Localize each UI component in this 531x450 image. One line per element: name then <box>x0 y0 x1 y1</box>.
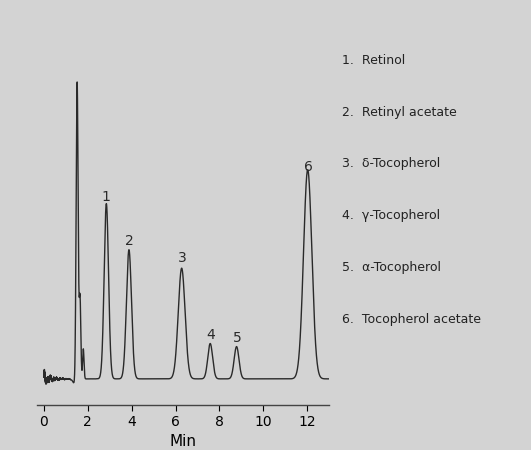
Text: 4.  γ-Tocopherol: 4. γ-Tocopherol <box>342 209 441 222</box>
Text: 3.  δ-Tocopherol: 3. δ-Tocopherol <box>342 158 441 171</box>
Text: 6.  Tocopherol acetate: 6. Tocopherol acetate <box>342 313 482 326</box>
Text: 2.  Retinyl acetate: 2. Retinyl acetate <box>342 106 457 119</box>
Text: 5.  α-Tocopherol: 5. α-Tocopherol <box>342 261 441 274</box>
Text: 3: 3 <box>178 251 187 265</box>
X-axis label: Min: Min <box>170 434 196 449</box>
Text: 2: 2 <box>125 234 134 248</box>
Text: 1.  Retinol: 1. Retinol <box>342 54 406 67</box>
Text: 1: 1 <box>101 189 110 203</box>
Text: 5: 5 <box>233 331 242 345</box>
Text: 4: 4 <box>207 328 216 342</box>
Text: 6: 6 <box>304 160 313 174</box>
